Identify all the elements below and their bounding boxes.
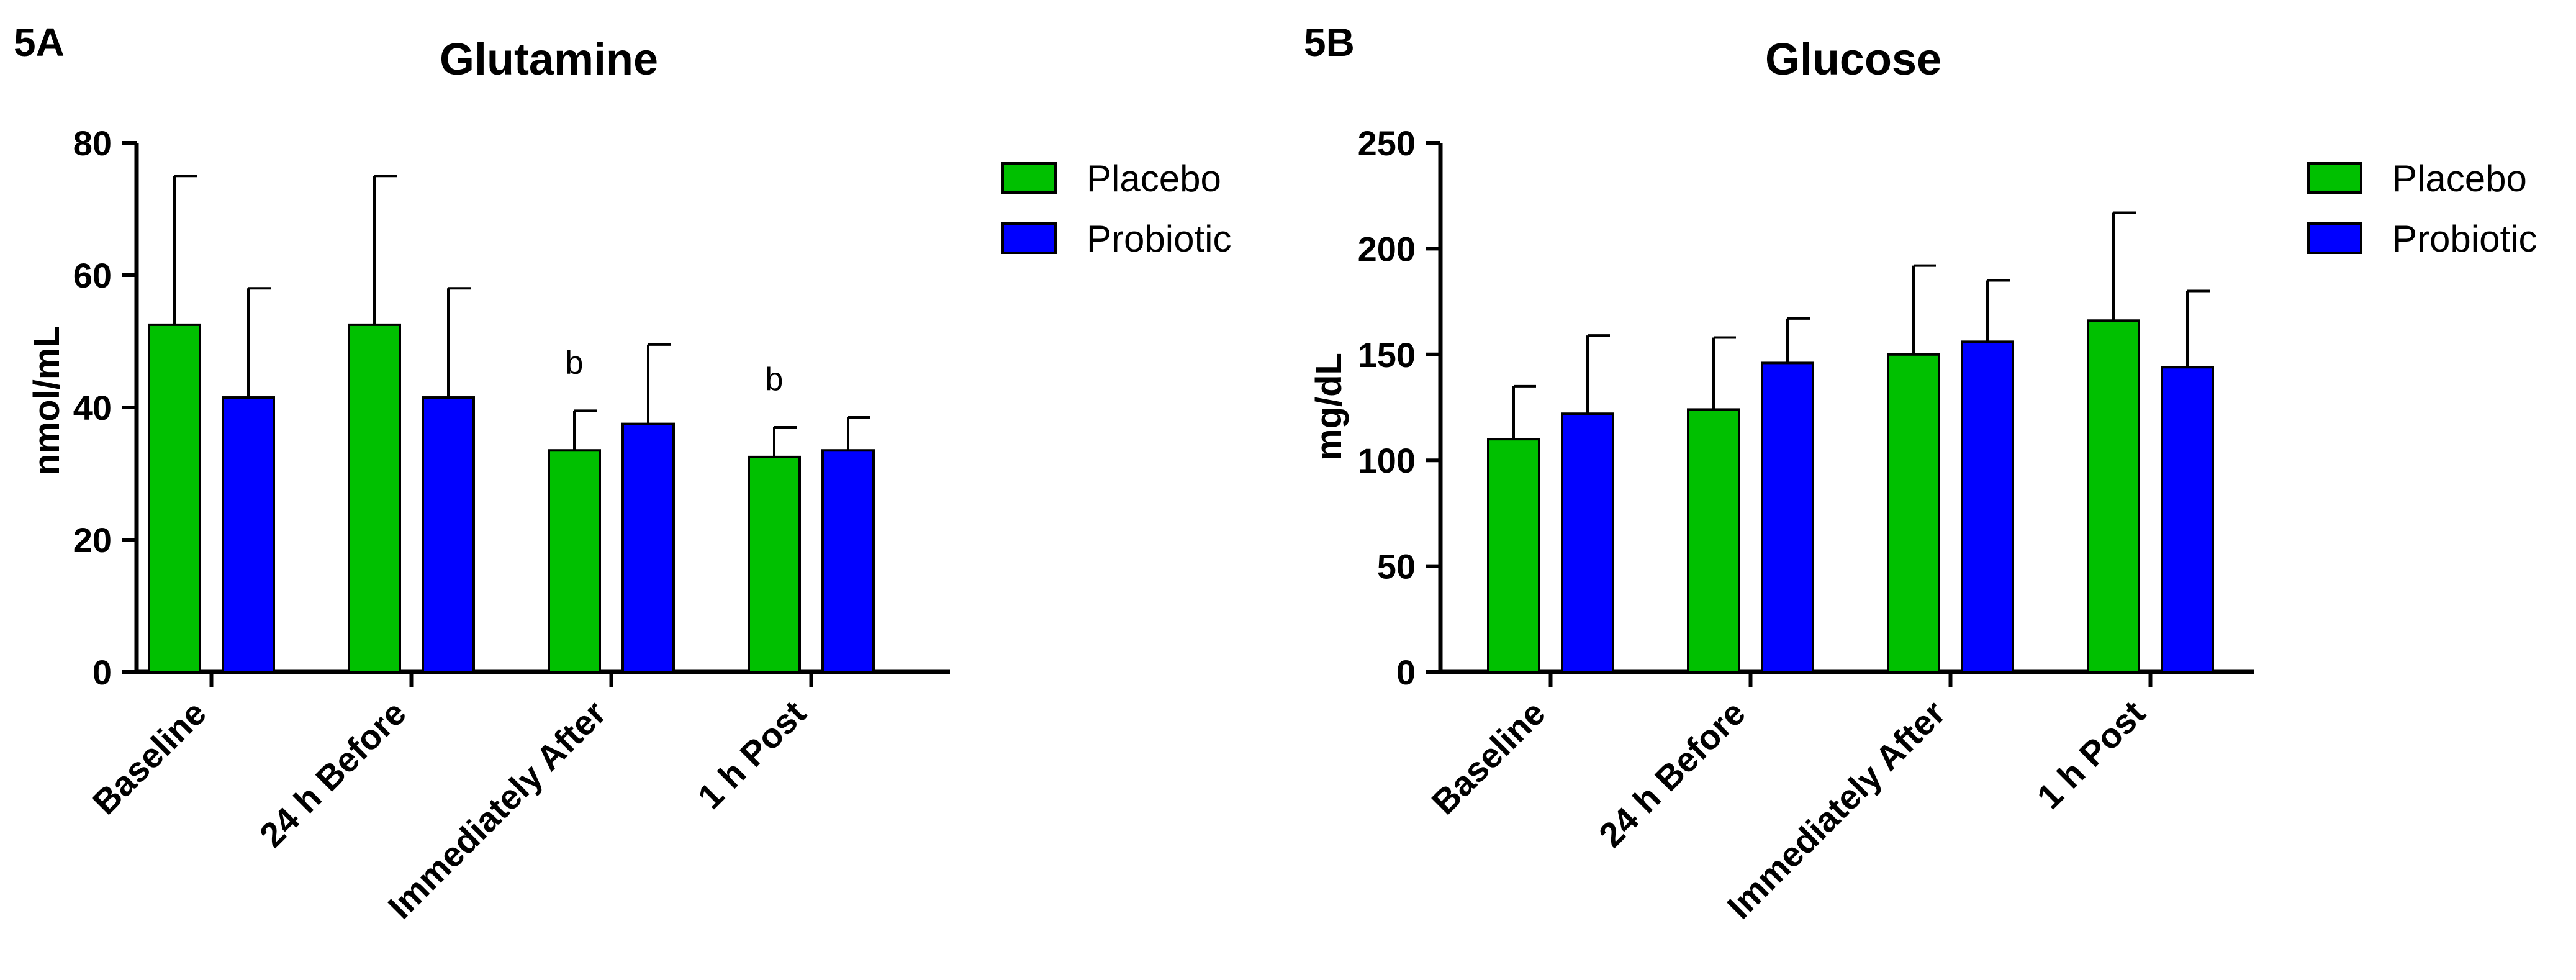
panel-5a: 5A Glutamine nmol/mL 0 20 40 60 80 Baseline 24… xyxy=(14,20,1231,926)
bar-probiotic xyxy=(1561,412,1614,673)
bar-probiotic xyxy=(422,396,475,674)
y-tick-label: 250 xyxy=(1358,124,1416,163)
bar-probiotic xyxy=(621,422,675,673)
y-tick-label: 20 xyxy=(73,520,112,560)
x-tick-label: Immediately After xyxy=(381,693,613,926)
y-tick-label: 60 xyxy=(73,256,112,295)
bar-placebo xyxy=(1687,408,1740,674)
bar-probiotic xyxy=(821,449,875,673)
x-tick-label: 1 h Post xyxy=(690,693,813,817)
y-tick-label: 0 xyxy=(1396,653,1416,692)
legend-swatch-probiotic xyxy=(1001,222,1057,254)
legend-swatch-placebo xyxy=(1001,162,1057,194)
y-tick-label: 40 xyxy=(73,388,112,427)
y-tick-label: 0 xyxy=(93,653,112,692)
plot-area-b: 0 50 100 150 200 250 Baseline 24 h BeforeImmedi… xyxy=(1358,124,2254,926)
bar-placebo xyxy=(148,323,201,673)
panel-5b: 5B Glucose mg/dL 0 50 100 150 200 250 Baseline… xyxy=(1304,20,2537,926)
bar-placebo xyxy=(1487,438,1540,673)
x-tick-label: 24 h Before xyxy=(252,693,414,855)
x-tick-label: Baseline xyxy=(85,693,214,822)
legend-label-probiotic: Probiotic xyxy=(1087,218,1231,260)
y-axis-label-b: mg/dL xyxy=(1309,353,1349,461)
y-tick-label: 50 xyxy=(1377,547,1416,586)
bar-probiotic xyxy=(2161,366,2214,673)
bar-probiotic xyxy=(1961,340,2014,673)
plot-area-a: 0 20 40 60 80 Baseline 24 h BeforeImmediately … xyxy=(73,124,950,926)
legend-label-placebo: Placebo xyxy=(1087,158,1221,199)
bar-placebo xyxy=(548,449,601,673)
bar-placebo xyxy=(748,455,801,673)
bar-placebo xyxy=(2087,319,2140,673)
legend-a: Placebo Probiotic xyxy=(1001,158,1231,260)
x-tick-label: 1 h Post xyxy=(2029,693,2153,817)
legend-swatch-placebo xyxy=(2307,162,2362,194)
legend-label-placebo: Placebo xyxy=(2392,158,2527,199)
legend-label-probiotic: Probiotic xyxy=(2392,218,2537,260)
y-axis-label-a: nmol/mL xyxy=(27,325,67,476)
y-tick-label: 150 xyxy=(1358,335,1416,374)
chart-title-a: Glutamine xyxy=(440,35,658,84)
bar-probiotic xyxy=(222,396,275,674)
panel-label-a: 5A xyxy=(14,20,65,65)
significance-annotation: b xyxy=(766,361,784,397)
chart-title-b: Glucose xyxy=(1765,35,1941,84)
x-tick-label: 24 h Before xyxy=(1591,693,1753,855)
panel-label-b: 5B xyxy=(1304,20,1355,65)
bar-placebo xyxy=(1887,353,1940,673)
significance-annotation: b xyxy=(566,345,584,381)
y-tick-label: 200 xyxy=(1358,229,1416,268)
bar-placebo xyxy=(348,323,401,673)
y-tick-label: 100 xyxy=(1358,441,1416,480)
legend-b: Placebo Probiotic xyxy=(2307,158,2537,260)
x-tick-label: Baseline xyxy=(1424,693,1553,822)
bar-probiotic xyxy=(1761,361,1814,673)
y-tick-label: 80 xyxy=(73,124,112,163)
x-tick-label: Immediately After xyxy=(1720,693,1953,926)
legend-swatch-probiotic xyxy=(2307,222,2362,254)
